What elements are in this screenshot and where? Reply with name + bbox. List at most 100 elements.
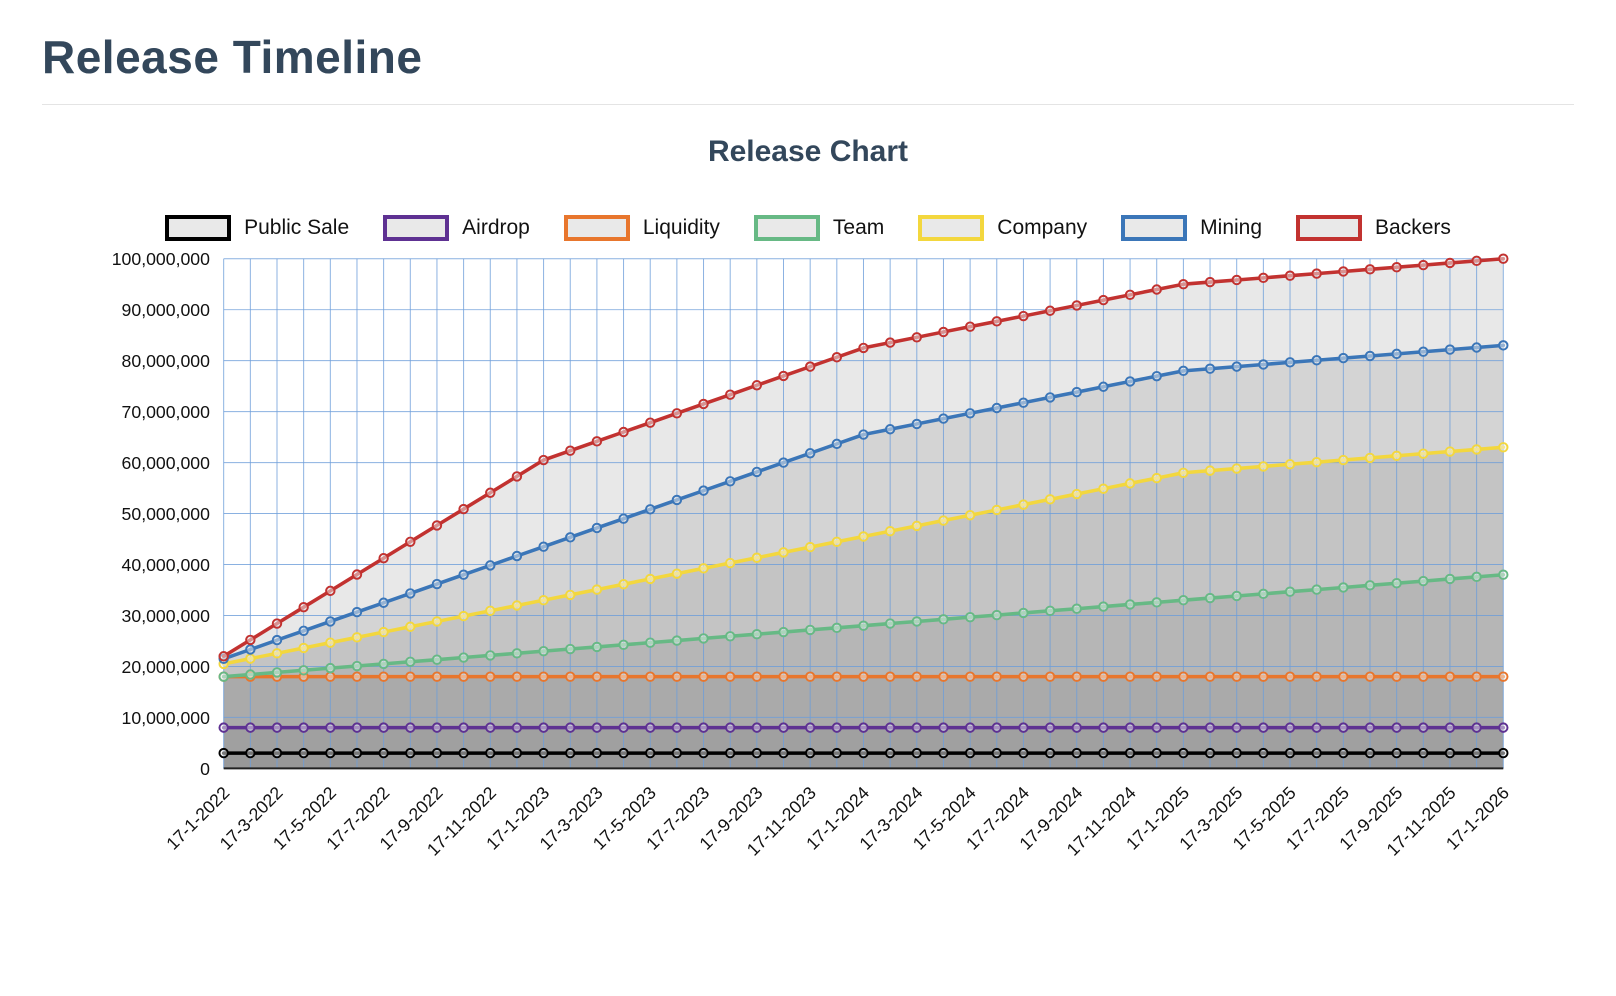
marker-liquidity xyxy=(351,671,363,682)
legend-item-mining[interactable]: Mining xyxy=(1121,215,1262,241)
marker-public-sale xyxy=(298,747,309,759)
marker-team xyxy=(1338,582,1349,593)
marker-backers xyxy=(751,380,763,391)
marker-airdrop xyxy=(1418,722,1429,733)
marker-liquidity xyxy=(565,671,576,682)
marker-liquidity xyxy=(378,671,389,682)
marker-company xyxy=(831,536,843,547)
marker-company xyxy=(1231,463,1242,474)
marker-public-sale xyxy=(245,747,256,759)
marker-backers xyxy=(485,487,496,498)
marker-airdrop xyxy=(1098,722,1109,733)
marker-airdrop xyxy=(804,722,816,733)
marker-backers xyxy=(778,370,789,382)
legend-item-team[interactable]: Team xyxy=(753,215,884,241)
marker-company xyxy=(964,510,976,521)
marker-company xyxy=(671,568,683,579)
marker-team xyxy=(378,658,389,670)
title-divider xyxy=(42,104,1574,105)
marker-company xyxy=(511,600,523,611)
marker-team xyxy=(884,618,896,629)
marker-airdrop xyxy=(991,722,1002,733)
marker-backers xyxy=(698,398,709,410)
marker-mining xyxy=(431,578,443,590)
marker-airdrop xyxy=(1178,722,1189,733)
marker-public-sale xyxy=(431,747,443,759)
marker-team xyxy=(298,665,309,676)
marker-company xyxy=(751,552,763,563)
marker-backers xyxy=(1151,284,1162,295)
marker-airdrop xyxy=(245,722,256,733)
marker-liquidity xyxy=(858,671,869,682)
marker-company xyxy=(1418,448,1429,459)
marker-backers xyxy=(565,445,576,456)
marker-public-sale xyxy=(591,747,603,759)
marker-company xyxy=(645,573,656,585)
marker-public-sale xyxy=(271,747,283,759)
marker-airdrop xyxy=(1391,722,1402,733)
marker-airdrop xyxy=(778,722,789,733)
marker-liquidity xyxy=(1044,671,1056,682)
legend-item-public-sale[interactable]: Public Sale xyxy=(165,215,349,241)
marker-airdrop xyxy=(1444,722,1456,733)
marker-airdrop xyxy=(218,722,229,733)
marker-airdrop xyxy=(591,722,603,733)
chart-area: 0 10,000,000 20,000,000 30,000,000 40,000,00… xyxy=(42,243,1574,921)
marker-backers xyxy=(671,408,683,419)
legend-item-company[interactable]: Company xyxy=(918,215,1087,241)
marker-backers xyxy=(1124,289,1136,301)
marker-company xyxy=(1338,454,1349,466)
legend-item-liquidity[interactable]: Liquidity xyxy=(563,215,720,241)
marker-liquidity xyxy=(1151,671,1162,682)
marker-airdrop xyxy=(1044,722,1056,733)
marker-company xyxy=(1444,446,1456,457)
marker-mining xyxy=(991,402,1002,414)
marker-backers xyxy=(511,471,523,482)
marker-backers xyxy=(1098,294,1109,306)
marker-airdrop xyxy=(1498,722,1509,733)
page: Release Timeline Release Chart Public Sa… xyxy=(42,31,1574,921)
chart-legend: Public Sale Airdrop Liquidity Team Company Mi… xyxy=(42,215,1574,241)
marker-company xyxy=(618,579,629,590)
marker-team xyxy=(538,645,549,657)
marker-backers xyxy=(618,426,629,438)
marker-team xyxy=(1418,575,1429,587)
marker-public-sale xyxy=(485,747,496,759)
marker-airdrop xyxy=(1471,722,1482,733)
marker-backers xyxy=(1311,268,1322,279)
marker-airdrop xyxy=(458,722,469,733)
marker-mining xyxy=(1071,386,1082,398)
marker-public-sale xyxy=(1071,747,1082,759)
marker-liquidity xyxy=(804,671,816,682)
marker-company xyxy=(1311,456,1322,468)
marker-company xyxy=(485,605,496,617)
chart-title: Release Chart xyxy=(707,135,909,168)
marker-mining xyxy=(1151,370,1162,382)
marker-mining xyxy=(1311,355,1322,366)
marker-public-sale xyxy=(1498,747,1509,759)
legend-item-backers[interactable]: Backers xyxy=(1296,215,1451,241)
marker-public-sale xyxy=(724,747,736,759)
marker-liquidity xyxy=(938,671,949,682)
marker-team xyxy=(1151,597,1162,608)
legend-item-airdrop[interactable]: Airdrop xyxy=(383,215,530,241)
marker-liquidity xyxy=(1231,671,1242,682)
marker-mining xyxy=(858,429,869,440)
marker-team xyxy=(1498,569,1509,580)
marker-team xyxy=(485,650,496,661)
marker-team xyxy=(618,639,629,651)
y-axis-tick-label: 0 xyxy=(200,759,210,779)
marker-mining xyxy=(698,485,709,496)
marker-liquidity xyxy=(1364,671,1376,682)
marker-team xyxy=(458,652,469,663)
legend-label-airdrop: Airdrop xyxy=(462,216,530,239)
marker-airdrop xyxy=(698,722,709,733)
marker-liquidity xyxy=(964,671,976,682)
marker-mining xyxy=(1124,376,1136,387)
marker-public-sale xyxy=(351,747,363,759)
marker-public-sale xyxy=(831,747,843,759)
marker-company xyxy=(351,632,363,643)
marker-company xyxy=(378,626,389,638)
marker-company xyxy=(458,610,469,622)
marker-airdrop xyxy=(671,722,683,733)
